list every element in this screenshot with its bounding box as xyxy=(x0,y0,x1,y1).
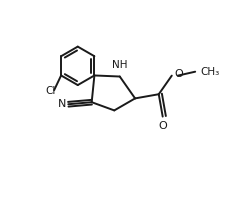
Text: O: O xyxy=(173,69,182,79)
Text: N: N xyxy=(58,99,66,109)
Text: NH: NH xyxy=(112,60,127,70)
Text: Cl: Cl xyxy=(46,86,56,96)
Text: CH₃: CH₃ xyxy=(200,67,219,77)
Text: O: O xyxy=(158,121,166,131)
